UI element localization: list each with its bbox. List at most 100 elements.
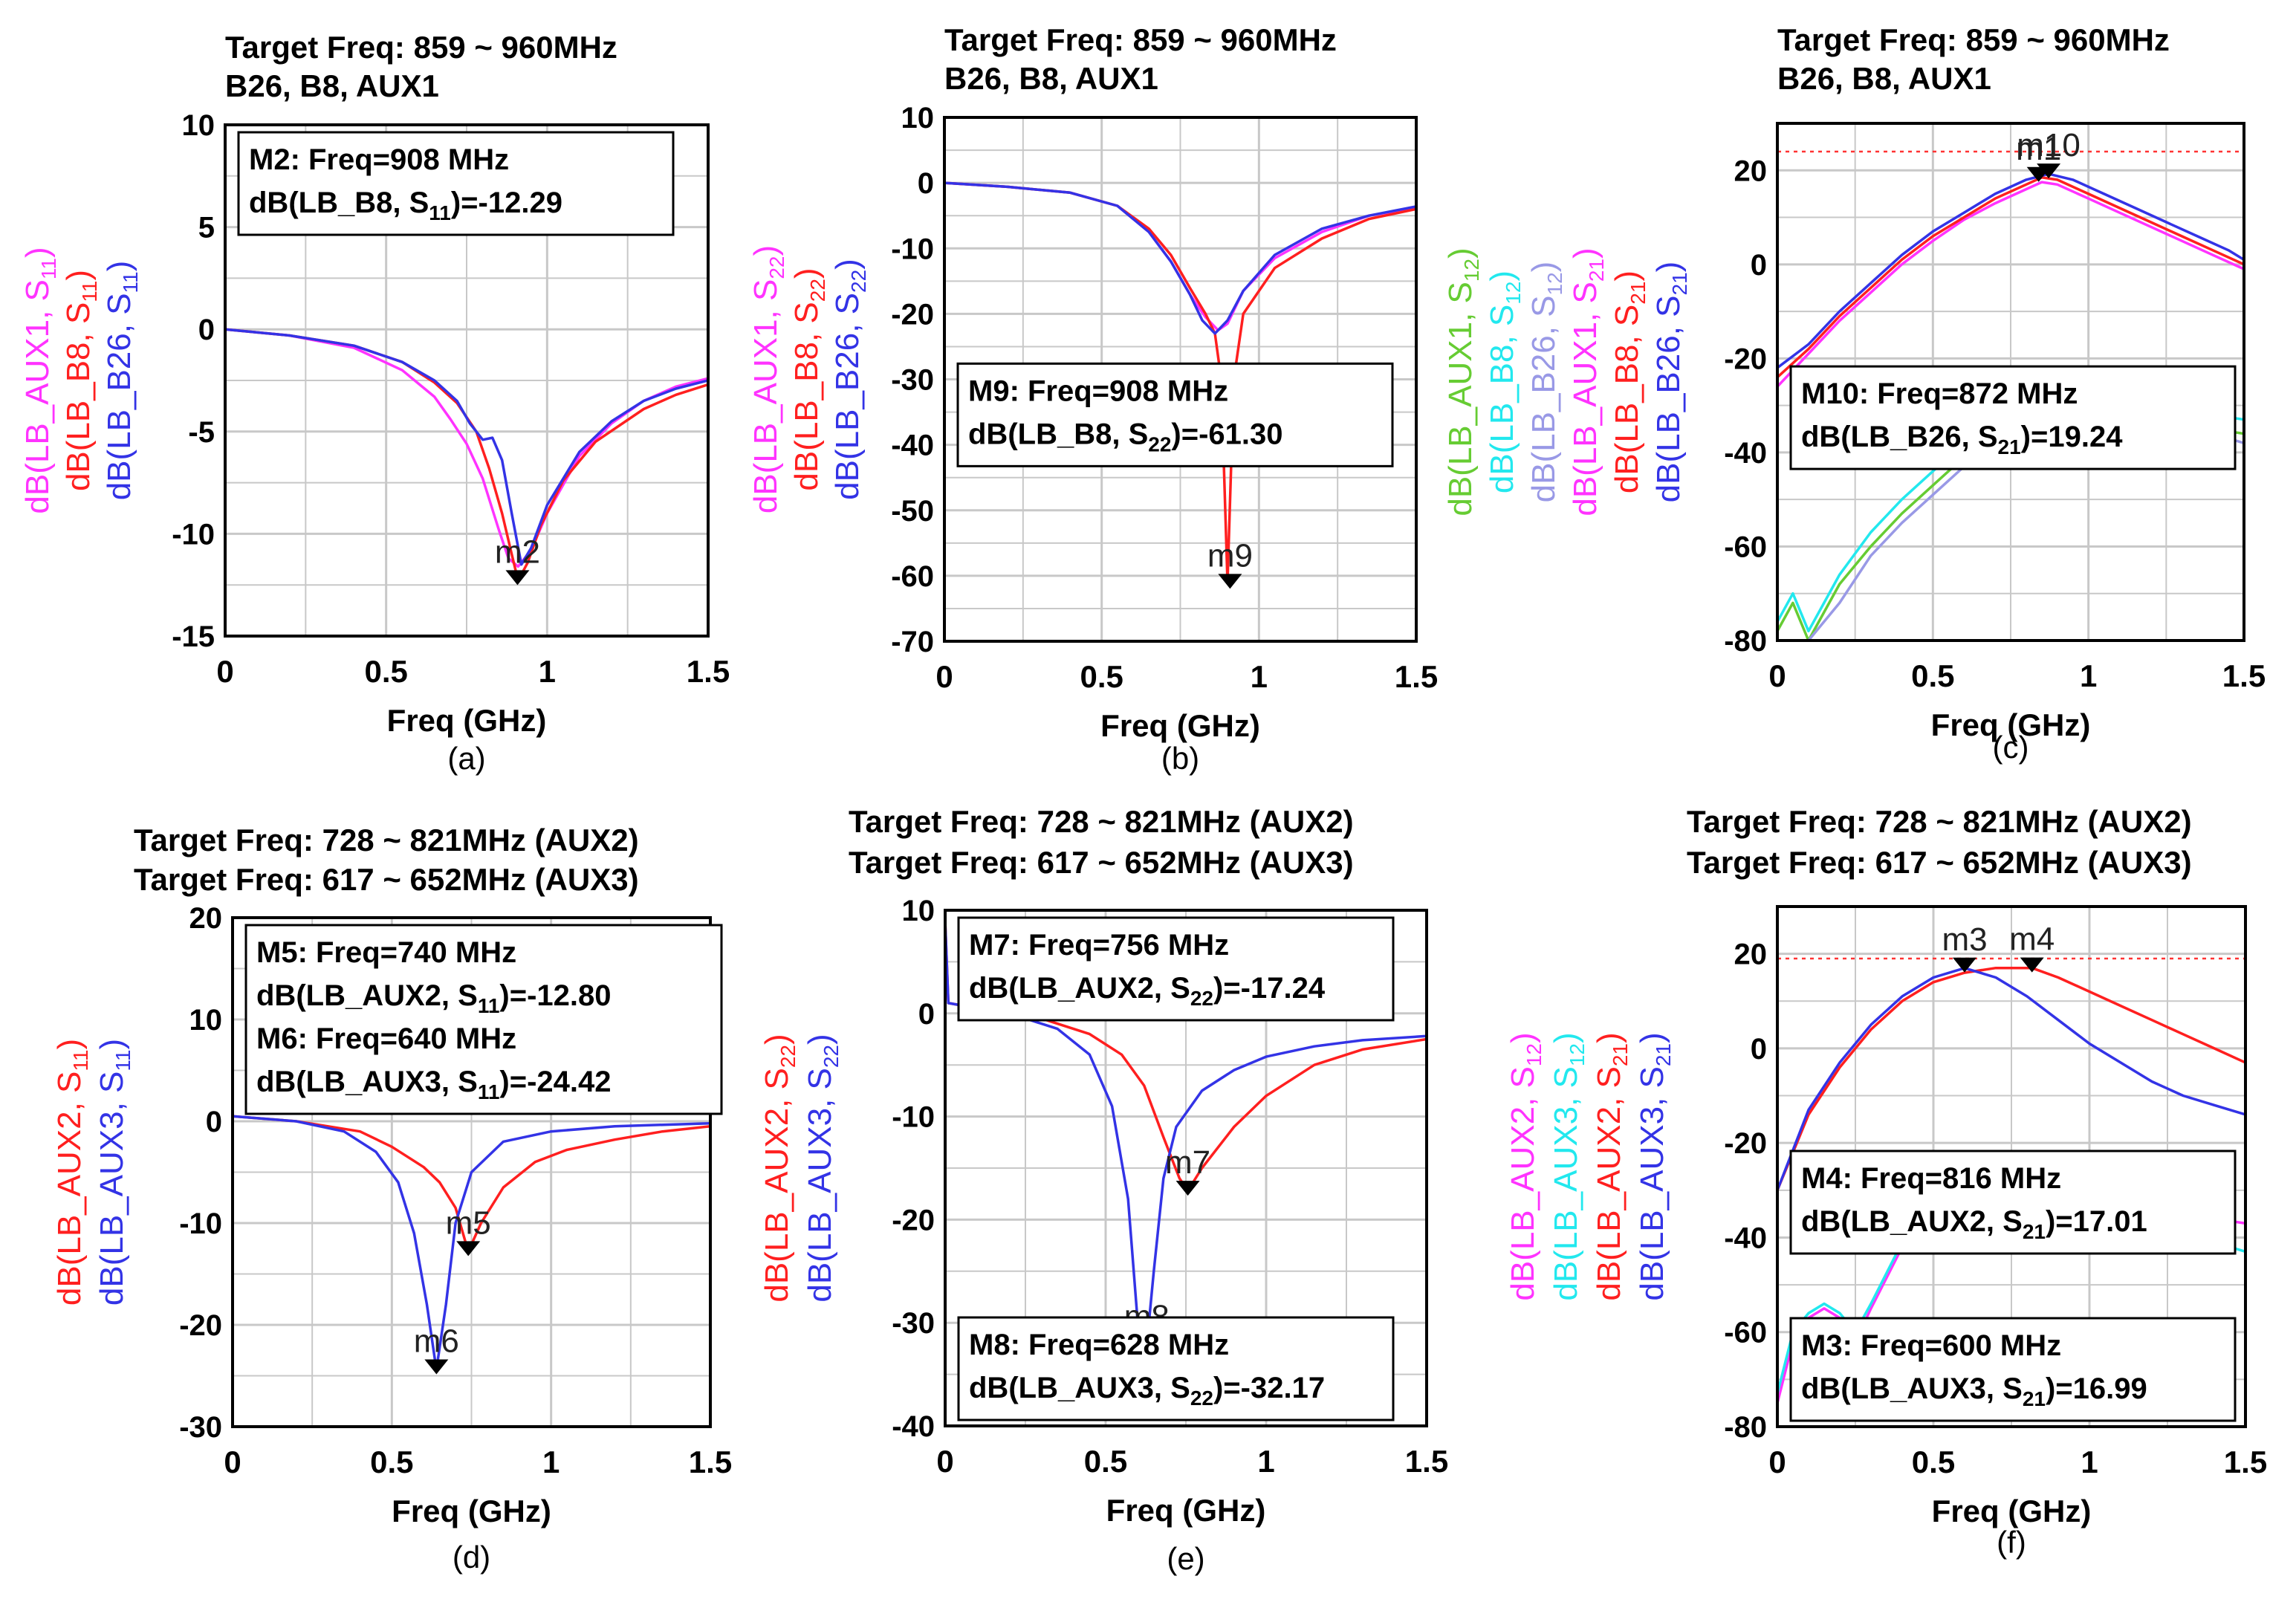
y-axis-label: dB(LB_AUX1, S22) [748, 245, 788, 513]
plot-frame [231, 916, 712, 1428]
marker-info-box [1789, 1150, 2237, 1255]
x-tick-label: 0 [936, 1444, 953, 1479]
y-tick-label: 10 [901, 102, 935, 134]
x-tick-label: 1.5 [689, 1444, 732, 1479]
y-tick-label: 0 [918, 998, 935, 1031]
y-tick-label: -20 [892, 1204, 935, 1236]
y-axis-label: dB(LB_AUX3, S21) [1634, 1032, 1675, 1300]
y-tick-label: -60 [1724, 1317, 1767, 1349]
y-tick-label: -40 [1724, 1222, 1767, 1254]
panel-caption: (d) [453, 1540, 490, 1575]
x-tick-label: 0 [1768, 658, 1786, 693]
marker-triangle [2020, 957, 2044, 973]
marker-label: m2 [495, 534, 540, 570]
y-axis-label: dB(LB_B26, S22) [829, 259, 870, 500]
y-tick-label: -60 [1724, 531, 1767, 563]
y-axis-label: dB(LB_B8, S11) [60, 270, 101, 491]
series-line-db-lb-b8-s21- [1777, 176, 2244, 378]
x-tick-label: 1.5 [2222, 658, 2266, 693]
y-axis-label: dB(LB_B8, S22) [788, 268, 829, 490]
x-axis-label: Freq (GHz) [387, 703, 547, 738]
marker-info-line: M4: Freq=816 MHz [1801, 1162, 2061, 1195]
x-tick-label: 0 [1768, 1444, 1786, 1479]
marker-info-line: M8: Freq=628 MHz [969, 1329, 1229, 1361]
marker-info-line: M10: Freq=872 MHz [1801, 377, 2078, 410]
y-axis-label: dB(LB_AUX3, S22) [802, 1034, 843, 1302]
y-tick-label: -10 [179, 1207, 222, 1240]
series-line-db-lb-b26-s11- [225, 328, 708, 566]
marker-info-line: M3: Freq=600 MHz [1801, 1329, 2061, 1362]
series-line-db-lb-aux1-s11- [225, 328, 708, 568]
marker-info-box [1789, 365, 2237, 470]
series-line-db-lb-aux2-s21- [1777, 966, 2245, 1191]
marker-info-box [244, 924, 723, 1115]
y-tick-label: -70 [891, 626, 934, 658]
y-axis-label: dB(LB_AUX1, S21) [1567, 247, 1608, 516]
marker-info-line: dB(LB_AUX2, S11)=-12.80 [256, 979, 612, 1017]
y-tick-label: 0 [206, 1106, 222, 1138]
y-tick-label: -60 [891, 560, 934, 593]
panel-caption: (b) [1161, 741, 1199, 776]
marker-label: m6 [414, 1323, 459, 1360]
y-axis-label: dB(LB_AUX1, S11) [19, 247, 60, 513]
marker-label: m9 [1207, 537, 1253, 574]
marker-label: m7 [1165, 1144, 1210, 1181]
marker-info-line: M6: Freq=640 MHz [256, 1022, 516, 1055]
marker-label: m10 [2017, 127, 2081, 163]
chart-panel-c: Target Freq: 859 ~ 960MHz B26, B8, AUX1 0 0… [1442, 22, 2266, 765]
marker-triangle [1175, 1181, 1200, 1196]
y-tick-label: 20 [1734, 938, 1768, 971]
marker-info-line: dB(LB_B26, S21)=19.24 [1801, 421, 2123, 458]
series-line-db-lb-b26-s22- [944, 181, 1416, 335]
x-tick-label: 1.5 [1395, 659, 1438, 694]
x-tick-label: 1.5 [1405, 1444, 1448, 1479]
marker-info-box [1789, 1317, 2237, 1422]
y-tick-label: -40 [892, 1410, 935, 1443]
y-tick-label: -80 [1724, 625, 1767, 658]
marker-info-line: dB(LB_AUX2, S21)=17.01 [1801, 1205, 2147, 1243]
y-axis-label: dB(LB_B8, S21) [1609, 270, 1650, 493]
chart-title-line: B26, B8, AUX1 [1777, 61, 1991, 96]
x-axis-label: Freq (GHz) [392, 1494, 551, 1528]
x-tick-label: 0 [216, 654, 233, 689]
chart-title-line: Target Freq: 728 ~ 821MHz (AUX2) [1687, 804, 2192, 839]
y-tick-label: -30 [891, 364, 934, 397]
panel-caption: (c) [1993, 730, 2029, 765]
chart-title-line: Target Freq: 859 ~ 960MHz [225, 30, 617, 65]
marker-info-line: M7: Freq=756 MHz [969, 929, 1229, 962]
chart-title-line: Target Freq: 617 ~ 652MHz (AUX3) [1687, 845, 2192, 880]
x-axis-label: Freq (GHz) [1931, 707, 2091, 742]
x-axis-label: Freq (GHz) [1100, 708, 1260, 743]
y-tick-label: -30 [179, 1411, 222, 1444]
marker-info-line: dB(LB_B8, S22)=-61.30 [968, 418, 1283, 455]
y-axis-label: dB(LB_AUX3, S12) [1548, 1032, 1589, 1300]
y-tick-label: 0 [918, 167, 934, 200]
x-tick-label: 0.5 [370, 1444, 413, 1479]
x-tick-label: 0 [224, 1444, 241, 1479]
marker-triangle [2026, 166, 2051, 182]
y-axis-label: dB(LB_AUX2, S21) [1591, 1032, 1632, 1300]
marker-info-line: dB(LB_AUX2, S22)=-17.24 [969, 972, 1326, 1010]
y-tick-label: -40 [1724, 437, 1767, 470]
chart-panel-d: Target Freq: 728 ~ 821MHz (AUX2) Target F… [51, 823, 732, 1575]
marker-info-line: dB(LB_AUX3, S11)=-24.42 [256, 1066, 612, 1103]
y-tick-label: -10 [891, 233, 934, 265]
marker-triangle [1218, 574, 1242, 589]
plot-frame [1776, 905, 2247, 1428]
panel-caption: (f) [1997, 1525, 2026, 1560]
y-axis-label: dB(LB_AUX1, S12) [1442, 247, 1483, 516]
y-tick-label: -10 [172, 518, 215, 551]
x-tick-label: 0 [935, 659, 953, 694]
y-tick-label: 0 [1751, 1033, 1767, 1066]
y-tick-label: 20 [189, 902, 223, 935]
y-tick-label: -50 [891, 495, 934, 528]
y-tick-label: -20 [891, 298, 934, 331]
chart-title-line: Target Freq: 859 ~ 960MHz [944, 22, 1337, 57]
y-tick-label: -30 [892, 1307, 935, 1340]
y-tick-label: 10 [182, 109, 215, 142]
x-tick-label: 1 [1251, 659, 1268, 694]
y-axis-label: dB(LB_AUX3, S11) [94, 1039, 134, 1306]
marker-label: m1 [2016, 131, 2061, 167]
chart-title-line: Target Freq: 728 ~ 821MHz (AUX2) [134, 823, 639, 857]
y-tick-label: 10 [902, 895, 935, 927]
